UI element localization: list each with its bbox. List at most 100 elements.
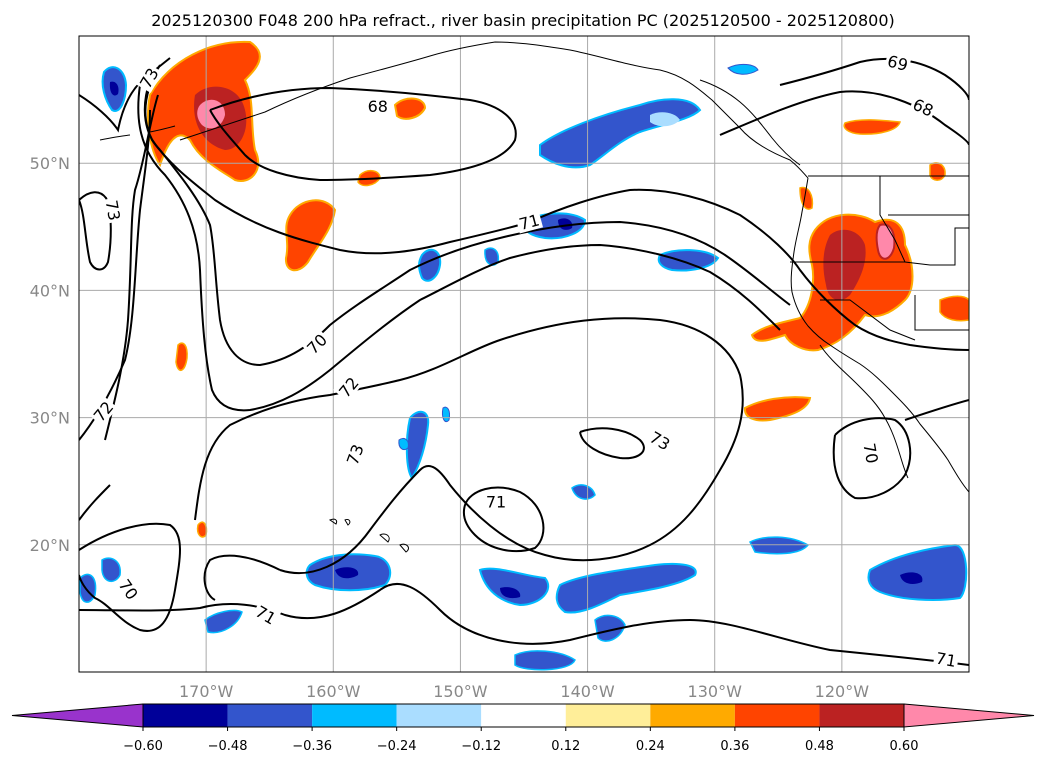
contour-line	[719, 90, 969, 146]
precip-blob-positive	[823, 229, 866, 301]
lat-tick-label: 40°N	[30, 281, 70, 300]
precip-blob-negative	[727, 63, 759, 75]
colorbar: −0.60 −0.48 −0.36 −0.24 −0.12 0.12 0.24 0.36 0.4…	[11, 703, 1035, 754]
precip-blob-positive	[939, 295, 969, 322]
hawaii	[328, 518, 409, 553]
contour-label: 69	[883, 49, 912, 75]
contour-label: 71	[932, 647, 960, 671]
contour-line	[79, 583, 969, 666]
axis-ticks: 170°W 160°W 150°W 140°W 130°W 120°W 20°N 30°N 40…	[30, 154, 870, 701]
contour-label-text: 71	[934, 649, 957, 671]
precip-blob-negative	[571, 484, 596, 500]
colorbar-tick-label: 0.36	[720, 739, 749, 754]
contour-line	[203, 554, 281, 601]
precip-blob-positive	[175, 342, 188, 371]
contour-label-text: 68	[368, 97, 388, 116]
aleutians	[99, 125, 176, 141]
lat-tick-label: 20°N	[30, 536, 70, 555]
colorbar-bin	[312, 704, 397, 727]
contour-label-bg	[932, 647, 960, 671]
contour-label: 71	[484, 491, 509, 512]
lat-tick-label: 30°N	[30, 409, 70, 428]
colorbar-tick-label: 0.24	[636, 739, 665, 754]
precip-blob-positive	[843, 119, 901, 135]
precip-blob-negative	[79, 573, 97, 603]
precip-blob-negative	[900, 572, 923, 584]
contour-line	[832, 399, 969, 500]
precip-blob-negative	[478, 567, 550, 607]
colorbar-tick-label: −0.60	[123, 739, 163, 754]
precip-blob-negative	[405, 410, 430, 480]
precip-blob-positive	[929, 162, 946, 181]
precip-blob-negative	[514, 650, 576, 671]
lon-tick-label: 130°W	[688, 682, 743, 701]
contour-label-bg	[301, 328, 332, 359]
precip-blob-positive	[875, 223, 896, 260]
contour-label-bg	[484, 491, 509, 511]
colorbar-tick-label: 0.12	[551, 739, 580, 754]
contour-line	[137, 84, 781, 412]
contour-line	[209, 86, 517, 182]
lon-tick-label: 140°W	[560, 682, 615, 701]
contour-label: 71	[514, 208, 544, 234]
contour-label-text: 70	[859, 442, 881, 465]
lon-tick-label: 170°W	[179, 682, 234, 701]
contour-line	[79, 522, 181, 632]
state-borders	[790, 175, 969, 341]
contour-label-bg	[251, 600, 282, 629]
contour-line	[194, 317, 744, 575]
refractivity-contours	[79, 57, 969, 666]
precip-blob-negative	[594, 614, 626, 642]
contour-line	[104, 94, 159, 441]
contour-label-bg	[883, 49, 912, 75]
contour-label-text: 71	[486, 493, 506, 512]
precip-blob-negative	[101, 557, 121, 582]
colorbar-tick-label: −0.48	[208, 739, 248, 754]
coastline-alaska	[179, 41, 809, 179]
precip-blob-positive	[393, 97, 427, 120]
colorbar-extend-high	[903, 703, 1035, 728]
contour-label-bg	[87, 395, 118, 427]
map-gridlines	[79, 36, 969, 672]
contour-label-bg	[102, 196, 126, 224]
contour-line	[143, 79, 791, 367]
precip-shading	[79, 40, 969, 671]
colorbar-tick-label: −0.36	[292, 739, 332, 754]
precip-blob-negative	[109, 81, 119, 96]
colorbar-tick-label: 0.60	[890, 739, 919, 754]
precip-blob-negative	[657, 249, 720, 272]
colorbar-frame	[142, 703, 905, 728]
contour-label-bg	[645, 425, 676, 455]
precip-blob-negative	[442, 406, 450, 423]
contour-label-bg	[134, 62, 163, 93]
precip-blob-negative	[204, 609, 243, 634]
precip-blob-negative	[500, 587, 521, 599]
lon-tick-label: 150°W	[433, 682, 488, 701]
contour-label-text: 73	[102, 199, 124, 222]
precip-blob-positive	[284, 199, 337, 272]
colorbar-bin	[819, 704, 904, 727]
colorbar-bin	[481, 704, 566, 727]
contour-label-bg	[333, 371, 364, 403]
contour-label: 73	[102, 196, 126, 224]
contour-label-bg	[365, 95, 390, 115]
map-frame	[78, 35, 970, 673]
precip-blob-negative	[867, 543, 968, 601]
coastline-west-coast	[790, 177, 969, 493]
contour-line	[579, 427, 645, 460]
colorbar-tick-label: −0.24	[377, 739, 417, 754]
contour-line	[79, 191, 112, 271]
colorbar-bin	[396, 704, 482, 727]
lon-tick-label: 160°W	[306, 682, 361, 701]
contour-label-text: 69	[885, 51, 910, 75]
contour-label: 70	[859, 439, 884, 467]
colorbar-bin	[143, 704, 228, 727]
precip-blob-positive	[196, 521, 208, 538]
contour-line	[79, 484, 111, 521]
precip-blob-negative	[398, 437, 409, 451]
colorbar-bin	[227, 704, 313, 727]
precip-blob-positive	[743, 396, 812, 422]
coastlines	[99, 41, 969, 553]
colorbar-bin	[650, 704, 735, 727]
